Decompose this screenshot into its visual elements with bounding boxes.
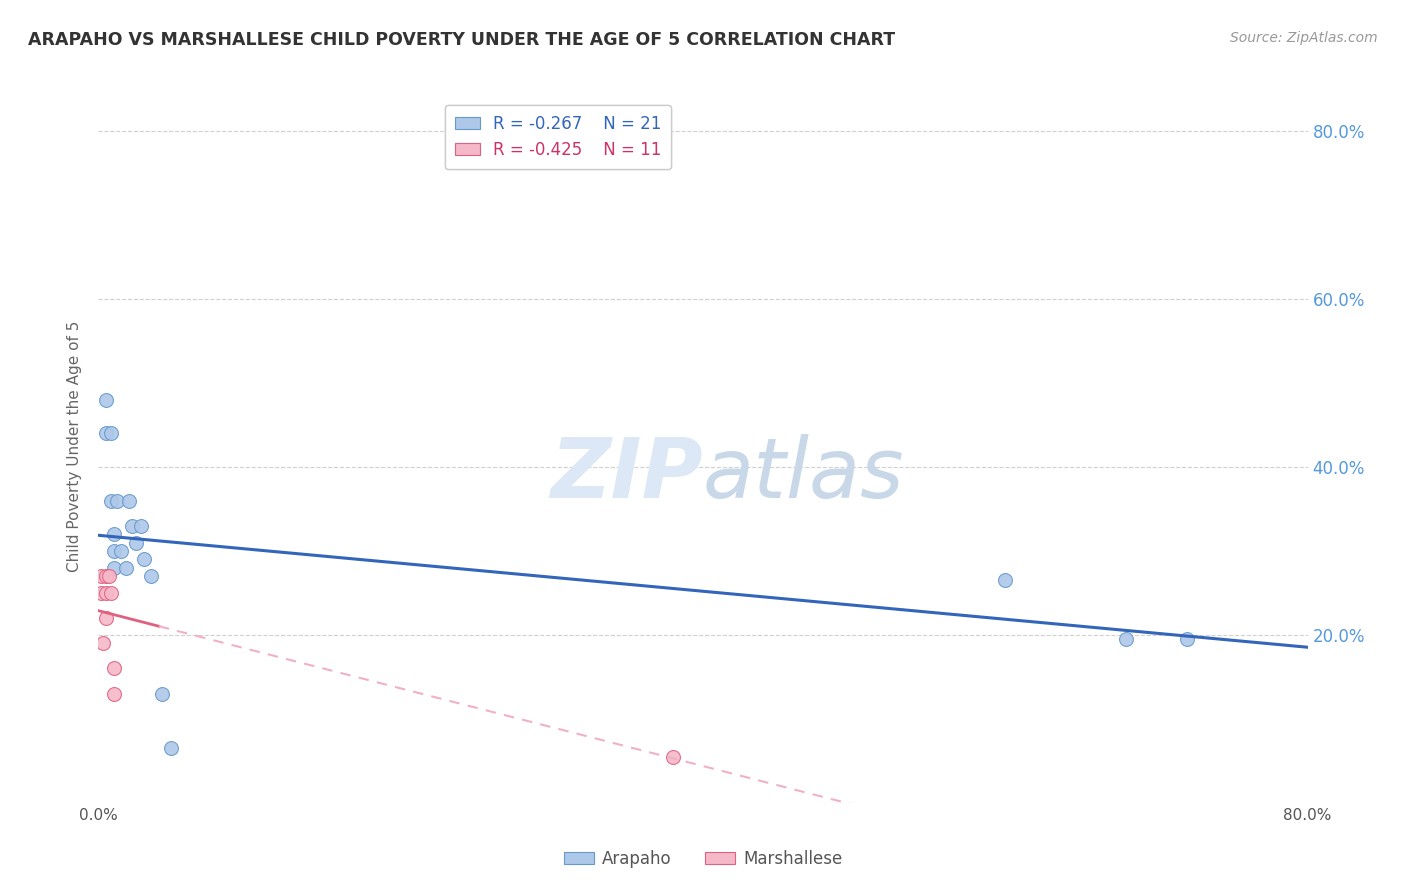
Point [121, 518, 143, 533]
Point [103, 527, 125, 541]
Point [94, 586, 117, 600]
Point [90, 569, 112, 583]
Point [132, 552, 155, 566]
Point [90, 586, 112, 600]
Point [100, 586, 122, 600]
Point [103, 560, 125, 574]
Point [1175, 632, 1198, 646]
Point [129, 518, 152, 533]
Point [1115, 632, 1137, 646]
Point [125, 535, 148, 549]
Point [94, 392, 117, 407]
Point [100, 493, 122, 508]
Point [160, 741, 183, 756]
Point [103, 687, 125, 701]
Point [94, 611, 117, 625]
Point [94, 426, 117, 441]
Point [103, 544, 125, 558]
Text: atlas: atlas [703, 434, 904, 515]
Point [91, 636, 114, 650]
Text: ARAPAHO VS MARSHALLESE CHILD POVERTY UNDER THE AGE OF 5 CORRELATION CHART: ARAPAHO VS MARSHALLESE CHILD POVERTY UND… [28, 31, 896, 49]
Text: ZIP: ZIP [550, 434, 703, 515]
Point [94, 569, 117, 583]
Point [110, 544, 132, 558]
Point [98, 569, 121, 583]
Point [662, 749, 685, 764]
Point [105, 493, 128, 508]
Point [103, 661, 125, 675]
Point [114, 560, 136, 574]
Point [141, 569, 163, 583]
Point [150, 687, 173, 701]
Point [994, 574, 1017, 588]
Legend: R = -0.267    N = 21, R = -0.425    N = 11: R = -0.267 N = 21, R = -0.425 N = 11 [444, 104, 671, 169]
Point [100, 426, 122, 441]
Point [118, 493, 141, 508]
Y-axis label: Child Poverty Under the Age of 5: Child Poverty Under the Age of 5 [67, 320, 83, 572]
Text: Source: ZipAtlas.com: Source: ZipAtlas.com [1230, 31, 1378, 45]
Legend: Arapaho, Marshallese: Arapaho, Marshallese [557, 844, 849, 875]
